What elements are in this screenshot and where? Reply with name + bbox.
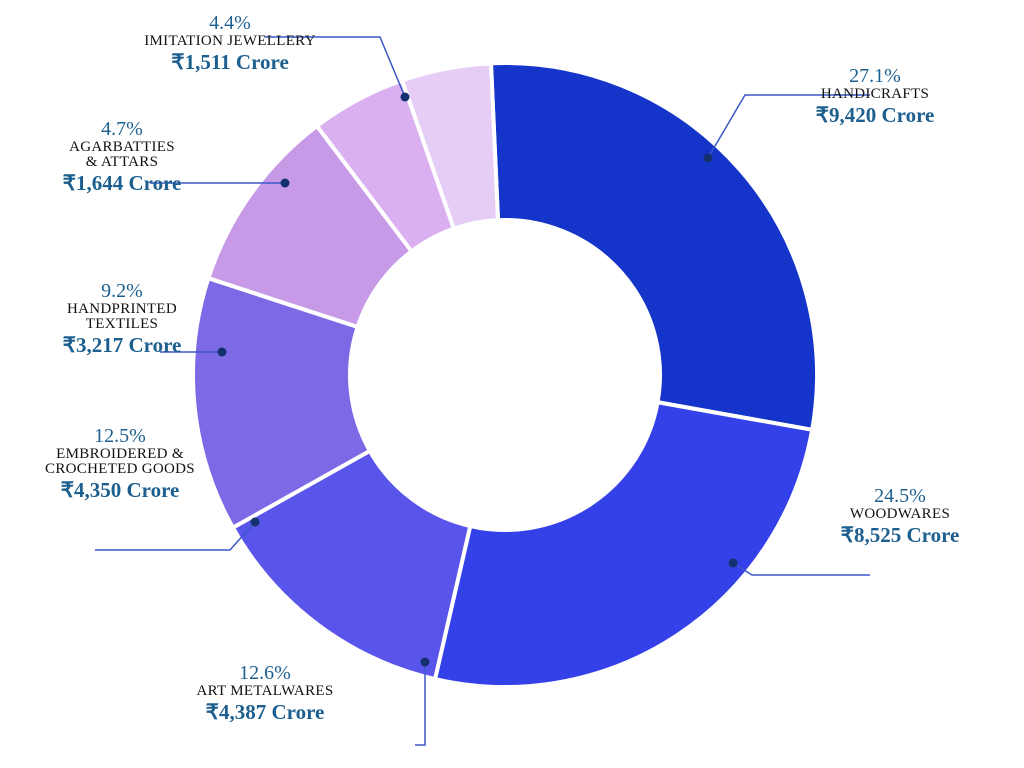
donut-segment <box>488 61 819 433</box>
leader-line <box>415 662 426 746</box>
donut-segment <box>191 275 373 531</box>
leader-line <box>707 94 870 159</box>
category-label: ART METALWARES <box>196 683 334 699</box>
category-label: HANDPRINTED TEXTILES <box>67 301 177 332</box>
donut-segment <box>399 61 501 232</box>
leader-dot <box>217 347 227 357</box>
amount-label: ₹3,217 Crore <box>62 333 182 357</box>
percent-label: 12.5% <box>94 425 146 447</box>
category-label: IMITATION JEWELLERY <box>144 33 316 49</box>
category-label: AGARBATTIES & ATTARS <box>69 139 175 170</box>
percent-label: 12.6% <box>239 662 291 684</box>
amount-label: ₹9,420 Crore <box>815 103 935 127</box>
segment-label: 4.7% AGARBATTIES & ATTARS ₹1,644 Crore <box>2 118 242 196</box>
leader-dot <box>728 558 738 568</box>
amount-label: ₹1,511 Crore <box>171 50 289 74</box>
segment-label: 27.1% HANDICRAFTS ₹9,420 Crore <box>755 65 995 128</box>
leader-line <box>265 36 406 98</box>
segment-label: 12.6% ART METALWARES ₹4,387 Crore <box>145 662 385 725</box>
leader-dot <box>250 517 260 527</box>
percent-label: 4.4% <box>209 12 251 34</box>
amount-label: ₹1,644 Crore <box>62 171 182 195</box>
leader-dot <box>703 153 713 163</box>
percent-label: 24.5% <box>874 485 926 507</box>
category-label: WOODWARES <box>849 506 951 522</box>
leader-dot <box>420 657 430 667</box>
leader-line <box>95 521 256 551</box>
amount-label: ₹4,387 Crore <box>205 700 325 724</box>
category-label: HANDICRAFTS <box>820 86 930 102</box>
percent-label: 4.7% <box>101 118 143 140</box>
segment-label: 9.2% HANDPRINTED TEXTILES ₹3,217 Crore <box>2 280 242 358</box>
leader-dot <box>400 92 410 102</box>
leader-dot <box>280 178 290 188</box>
donut-segment <box>230 448 473 682</box>
amount-label: ₹4,350 Crore <box>60 478 180 502</box>
category-label: EMBROIDERED & CROCHETED GOODS <box>45 446 195 477</box>
percent-label: 9.2% <box>101 280 143 302</box>
segment-label: 4.4% IMITATION JEWELLERY ₹1,511 Crore <box>110 12 350 75</box>
leader-line <box>732 562 870 576</box>
amount-label: ₹8,525 Crore <box>840 523 960 547</box>
segment-label: 24.5% WOODWARES ₹8,525 Crore <box>780 485 1020 548</box>
percent-label: 27.1% <box>849 65 901 87</box>
donut-segment <box>432 399 815 689</box>
segment-label: 12.5% EMBROIDERED & CROCHETED GOODS ₹4,350… <box>0 425 240 503</box>
